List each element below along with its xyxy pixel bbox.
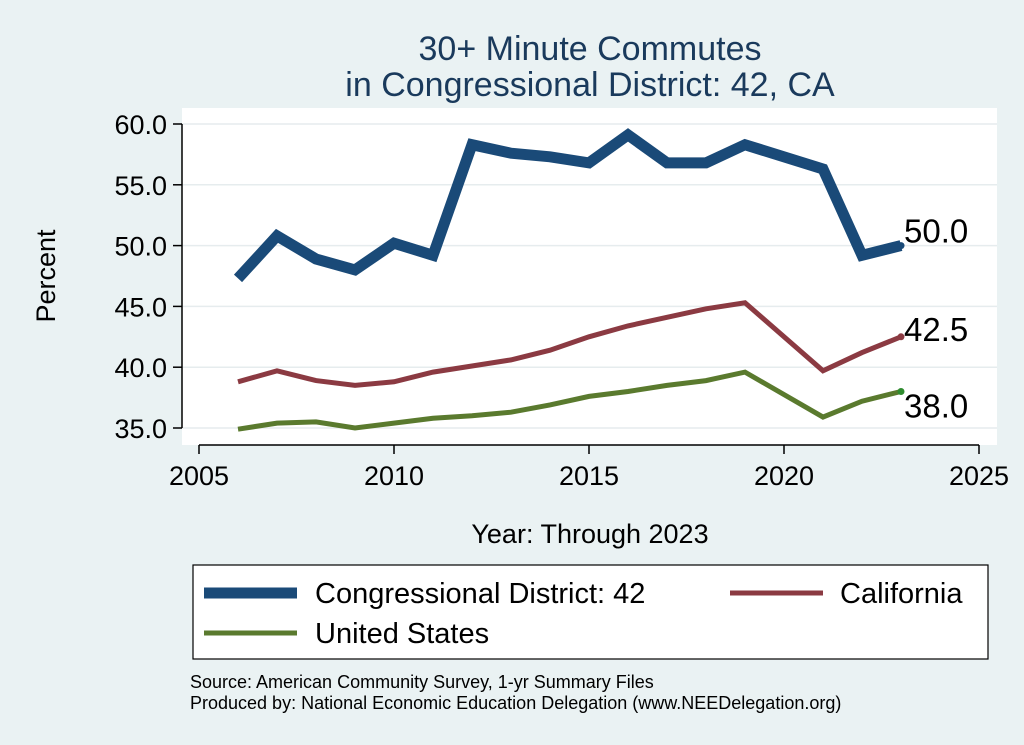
end-label-california: 42.5 xyxy=(904,311,968,348)
series-end-point-united-states xyxy=(897,388,905,396)
x-axis-title: Year: Through 2023 xyxy=(471,519,708,549)
series-line-california xyxy=(237,300,902,388)
x-tick-label-2025: 2025 xyxy=(949,461,1009,491)
x-tick-label-2010: 2010 xyxy=(364,461,424,491)
series-line-district xyxy=(233,128,903,283)
gridlines xyxy=(182,123,997,429)
end-label-district: 50.0 xyxy=(904,213,968,250)
y-tick-label-50: 50.0 xyxy=(114,232,167,262)
series-lines xyxy=(233,128,905,432)
y-tick-label-45: 45.0 xyxy=(114,292,167,322)
legend-label-california: California xyxy=(840,578,963,610)
y-tick-label-40: 40.0 xyxy=(114,353,167,383)
series-end-point-california xyxy=(897,333,905,341)
x-tick-label-2005: 2005 xyxy=(169,461,229,491)
axes: 35.0 40.0 45.0 50.0 55.0 60.0 2005 2010 2015 2020… xyxy=(114,110,1009,491)
y-tick-label-55: 55.0 xyxy=(114,171,167,201)
series-line-united-states xyxy=(237,369,902,432)
end-labels: 38.0 42.5 50.0 xyxy=(904,213,968,425)
x-tick-label-2020: 2020 xyxy=(754,461,814,491)
y-tick-label-35: 35.0 xyxy=(114,414,167,444)
end-label-united-states: 38.0 xyxy=(904,388,968,425)
chart-title-line-1: 30+ Minute Commutes xyxy=(419,30,762,68)
legend-label-district: Congressional District: 42 xyxy=(315,578,645,610)
y-tick-label-60: 60.0 xyxy=(114,110,167,140)
legend-label-united-states: United States xyxy=(315,618,489,650)
series-end-point-district xyxy=(897,242,905,250)
x-tick-label-2015: 2015 xyxy=(559,461,619,491)
source-line-2: Produced by: National Economic Education… xyxy=(190,693,841,713)
chart-title-line-2: in Congressional District: 42, CA xyxy=(345,66,835,104)
y-axis-title: Percent xyxy=(31,229,61,323)
legend-box xyxy=(192,564,989,660)
legend: Congressional District: 42 California Un… xyxy=(192,564,989,660)
source-line-1: Source: American Community Survey, 1-yr … xyxy=(190,672,654,692)
